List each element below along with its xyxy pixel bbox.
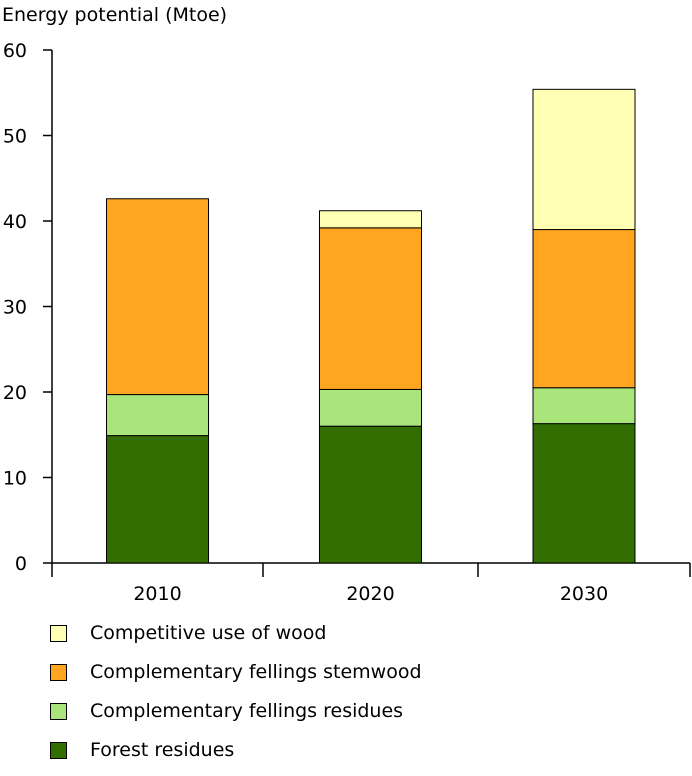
legend-label: Competitive use of wood bbox=[90, 622, 327, 644]
legend-label: Complementary fellings stemwood bbox=[90, 661, 422, 683]
y-tick-label: 30 bbox=[3, 297, 27, 319]
legend-swatch bbox=[50, 702, 67, 720]
bar-segment bbox=[106, 198, 209, 396]
y-tick-label: 20 bbox=[3, 382, 27, 404]
legend-item-forest-residues: Forest residues bbox=[50, 737, 422, 763]
y-tick-label: 10 bbox=[3, 468, 27, 490]
y-axis: 0 10 20 30 40 50 60 bbox=[3, 40, 53, 575]
y-tick-label: 0 bbox=[15, 553, 27, 575]
bar-segment bbox=[532, 229, 636, 389]
x-tick-label: 2030 bbox=[560, 583, 608, 605]
bars bbox=[106, 88, 636, 564]
bar-segment bbox=[319, 227, 422, 390]
x-tick-label: 2010 bbox=[133, 583, 181, 605]
legend-item-fellings-residues: Complementary fellings residues bbox=[50, 698, 422, 724]
legend-label: Complementary fellings residues bbox=[90, 700, 404, 722]
bar-segment bbox=[532, 387, 636, 425]
legend-item-competitive-use: Competitive use of wood bbox=[50, 620, 422, 646]
legend: Competitive use of wood Complementary fe… bbox=[50, 620, 422, 776]
y-tick-label: 50 bbox=[3, 126, 27, 148]
y-tick-label: 40 bbox=[3, 211, 27, 233]
y-tick-label: 60 bbox=[3, 40, 27, 62]
bar-segment bbox=[106, 394, 209, 437]
legend-label: Forest residues bbox=[90, 739, 235, 761]
legend-swatch bbox=[50, 741, 67, 759]
bar-segment bbox=[319, 210, 422, 229]
x-axis: 2010 2020 2030 bbox=[51, 562, 691, 605]
bar-segment bbox=[106, 435, 209, 564]
bar-segment bbox=[532, 88, 636, 231]
legend-swatch bbox=[50, 663, 67, 681]
legend-swatch bbox=[50, 624, 67, 642]
bar-segment bbox=[532, 423, 636, 564]
bar-segment bbox=[319, 425, 422, 564]
legend-item-stemwood: Complementary fellings stemwood bbox=[50, 659, 422, 685]
bar-segment bbox=[319, 388, 422, 427]
y-axis-title: Energy potential (Mtoe) bbox=[2, 4, 227, 26]
x-tick-label: 2020 bbox=[346, 583, 394, 605]
